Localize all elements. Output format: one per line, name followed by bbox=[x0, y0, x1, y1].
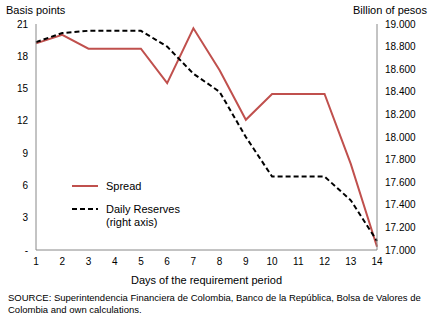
html-text:Spread: Spread bbox=[106, 180, 142, 192]
svg-text:6: 6 bbox=[164, 256, 170, 267]
html-text:Billion of pesos: Billion of pesos bbox=[353, 4, 427, 16]
svg-text:9: 9 bbox=[243, 256, 249, 267]
svg-text:7: 7 bbox=[191, 256, 197, 267]
svg-text:15: 15 bbox=[17, 83, 29, 94]
svg-text:9: 9 bbox=[22, 148, 28, 159]
svg-text:18.400: 18.400 bbox=[385, 86, 416, 97]
svg-text:3: 3 bbox=[22, 212, 28, 223]
svg-text:17.000: 17.000 bbox=[385, 245, 416, 256]
svg-text:11: 11 bbox=[293, 256, 304, 267]
svg-text:17.800: 17.800 bbox=[385, 154, 416, 165]
svg-text:17.200: 17.200 bbox=[385, 222, 416, 233]
svg-text:-: - bbox=[25, 245, 28, 256]
svg-text:14: 14 bbox=[371, 256, 383, 267]
svg-text:12: 12 bbox=[319, 256, 331, 267]
svg-text:10: 10 bbox=[267, 256, 279, 267]
svg-text:17.400: 17.400 bbox=[385, 199, 416, 210]
svg-text:18.600: 18.600 bbox=[385, 64, 416, 75]
svg-text:19.000: 19.000 bbox=[385, 19, 416, 30]
svg-text:18.000: 18.000 bbox=[385, 132, 416, 143]
svg-text:18.800: 18.800 bbox=[385, 41, 416, 52]
html-text:Basis points: Basis points bbox=[6, 4, 66, 16]
svg-text:17.600: 17.600 bbox=[385, 177, 416, 188]
svg-text:18.200: 18.200 bbox=[385, 109, 416, 120]
svg-text:18: 18 bbox=[17, 51, 29, 62]
svg-text:5: 5 bbox=[138, 256, 144, 267]
svg-text:21: 21 bbox=[17, 19, 29, 30]
html-text:Daily Reserves (right axis): Daily Reserves (right axis) bbox=[106, 203, 180, 228]
svg-text:4: 4 bbox=[112, 256, 118, 267]
svg-text:6: 6 bbox=[22, 180, 28, 191]
html-text:SOURCE: Superintendencia Finan: SOURCE: Superintendencia Financiera de C… bbox=[8, 292, 421, 315]
svg-text:12: 12 bbox=[17, 115, 29, 126]
svg-text:Days of the requirement period: Days of the requirement period bbox=[131, 274, 282, 286]
svg-text:1: 1 bbox=[33, 256, 39, 267]
svg-text:8: 8 bbox=[217, 256, 223, 267]
svg-text:3: 3 bbox=[86, 256, 92, 267]
svg-text:13: 13 bbox=[345, 256, 357, 267]
svg-text:2: 2 bbox=[59, 256, 65, 267]
